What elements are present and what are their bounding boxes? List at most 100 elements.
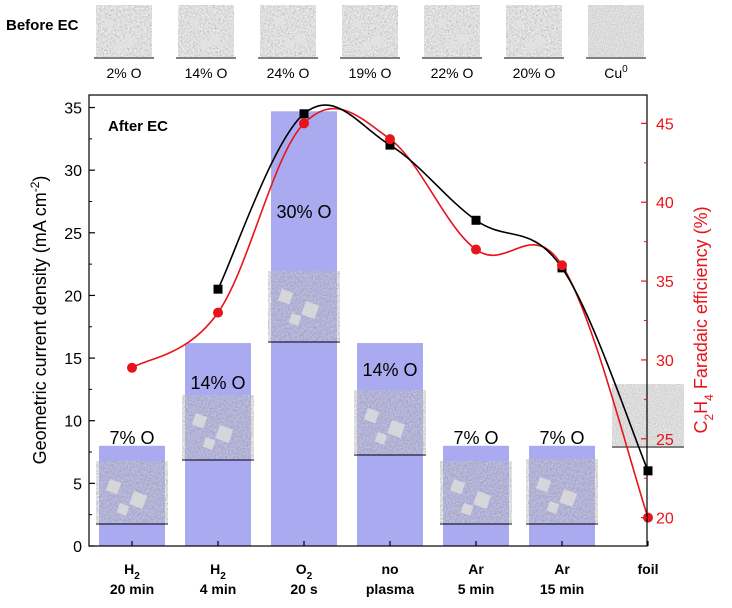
bar-label: 7% O xyxy=(453,428,498,448)
crystal-cube xyxy=(301,301,320,319)
before-ec-label: Before EC xyxy=(6,17,79,34)
sem-thumbnail-image xyxy=(96,5,152,57)
before-thumbnail: 2% O xyxy=(94,5,154,81)
sem-image xyxy=(440,461,512,523)
sem-image xyxy=(182,395,254,459)
crystal-cube xyxy=(113,41,125,53)
right-y-tick-label: 35 xyxy=(656,274,674,291)
crystal-cube xyxy=(546,501,560,514)
bar-sem-images xyxy=(96,271,684,525)
sem-image xyxy=(268,271,340,341)
faradaic-efficiency-point xyxy=(471,244,481,255)
x-tick-label: H2 xyxy=(210,561,226,582)
left-y-tick-label: 0 xyxy=(73,539,82,556)
current-density-point xyxy=(299,109,309,119)
current-density-line xyxy=(217,104,649,472)
current-density-point xyxy=(471,215,481,225)
bar-label: 7% O xyxy=(539,428,584,448)
crystal-cube xyxy=(437,17,448,28)
left-y-tick-label: 10 xyxy=(64,414,82,431)
crystal-cube xyxy=(129,491,148,509)
crystal-cube xyxy=(559,488,578,507)
after-ec-annotation: After EC xyxy=(108,118,168,135)
before-thumbnail: 19% O xyxy=(340,5,400,81)
bar-labels: 7% O 14% O 30% O 14% O 7% O 7% O xyxy=(109,202,584,448)
left-y-tick-label: 30 xyxy=(64,163,82,180)
right-y-axis-title: C2H4 Faradaic efficiency (%) xyxy=(691,206,716,433)
thumbnail-label: 19% O xyxy=(349,65,392,81)
thumbnail-label: 20% O xyxy=(513,65,556,81)
faradaic-efficiency-point xyxy=(643,512,653,523)
crystal-cube xyxy=(189,17,200,28)
crystal-cube xyxy=(294,32,307,45)
thumbnail-label: 14% O xyxy=(185,65,228,81)
bar-sem-image xyxy=(354,390,426,456)
crystal-cube xyxy=(199,39,211,51)
crystal-cube xyxy=(284,38,296,50)
faradaic-efficiency-markers xyxy=(127,118,653,523)
bar-series xyxy=(99,111,595,547)
plot-area: 7% O 14% O 30% O 14% O 7% O 7% O 0 5 10 15 20 25 30… xyxy=(64,94,684,597)
x-tick-label-line2: 20 min xyxy=(110,581,154,597)
sem-thumbnail-image xyxy=(588,5,644,57)
right-y-tick-label: 40 xyxy=(656,195,674,212)
left-y-axis-title: Geometric current density (mA cm-2) xyxy=(28,176,50,465)
x-tick-label-line2: plasma xyxy=(366,581,414,597)
crystal-cube xyxy=(473,490,492,509)
x-tick-label: O2 xyxy=(296,561,313,582)
right-y-tick-label: 25 xyxy=(656,432,674,449)
crystal-cube xyxy=(208,33,222,47)
left-y-axis: 0 5 10 15 20 25 30 35 xyxy=(64,101,95,556)
crystal-cube xyxy=(191,413,208,429)
x-tick-label-line2: 4 min xyxy=(200,581,237,597)
crystal-cube xyxy=(116,503,130,516)
crystal-cube xyxy=(105,479,122,495)
left-y-tick-label: 20 xyxy=(64,288,82,305)
left-y-tick-label: 15 xyxy=(64,351,82,368)
bar-label: 14% O xyxy=(190,373,245,393)
crystal-cube xyxy=(457,33,470,46)
x-tick-label-line2: 15 min xyxy=(540,581,584,597)
current-density-point xyxy=(213,284,223,294)
before-thumbnail: 24% O xyxy=(258,5,318,81)
x-tick-label: Ar xyxy=(554,561,570,577)
right-y-tick-label: 20 xyxy=(656,511,674,528)
crystal-cube xyxy=(514,19,525,30)
crystal-cube xyxy=(277,289,294,305)
x-tick-label-line2: 5 min xyxy=(458,581,495,597)
x-tick-label-line2: 20 s xyxy=(290,581,317,597)
crystal-cube xyxy=(535,477,552,493)
crystal-cube xyxy=(103,19,114,29)
before-ec-strip: Before EC 2% O 14% O 24% O 19% O 22% O 20% O C… xyxy=(6,5,646,81)
crystal-cube xyxy=(361,40,373,52)
crystal-cube xyxy=(363,408,380,424)
bar-sem-image xyxy=(268,271,340,343)
faradaic-efficiency-point xyxy=(213,307,223,318)
crystal-cube xyxy=(123,35,136,48)
left-y-tick-label: 5 xyxy=(73,476,82,493)
bar-sem-image xyxy=(440,461,512,525)
sem-image xyxy=(96,461,168,523)
crystal-cube xyxy=(374,431,388,445)
thumbnail-label: 24% O xyxy=(267,65,310,81)
right-y-tick-label: 45 xyxy=(656,116,674,133)
crystal-cube xyxy=(215,424,234,443)
crystal-cube xyxy=(447,39,459,51)
before-thumbnail: 20% O xyxy=(504,5,564,81)
before-thumbnail: Cu0 xyxy=(586,5,646,81)
faradaic-efficiency-point xyxy=(557,260,567,271)
current-density-point xyxy=(643,466,653,476)
faradaic-efficiency-point xyxy=(127,362,137,373)
crystal-cube xyxy=(449,479,466,495)
crystal-cube xyxy=(352,18,362,29)
crystal-cube xyxy=(534,35,547,48)
bar-label: 30% O xyxy=(276,202,331,222)
crystal-cube xyxy=(288,312,302,326)
right-y-axis: 20 25 30 35 40 45 xyxy=(641,116,674,528)
crystal-cube xyxy=(387,420,406,438)
current-density-point xyxy=(385,140,395,150)
sem-image xyxy=(354,390,426,454)
bar-sem-image xyxy=(526,459,598,525)
